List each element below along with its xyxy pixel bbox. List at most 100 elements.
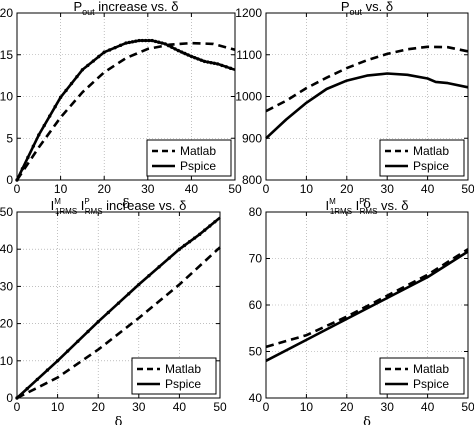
title-subscript: 1RMS xyxy=(330,207,352,216)
x-tick-label: 50 xyxy=(461,400,474,414)
data-point xyxy=(202,59,207,64)
title-text: I xyxy=(77,198,84,213)
data-point xyxy=(137,38,141,43)
legend-label-pspice: Pspice xyxy=(180,159,216,173)
data-point xyxy=(97,54,101,59)
y-tick-label: 40 xyxy=(249,391,263,405)
axes-box xyxy=(16,211,221,399)
x-axis-label: δ xyxy=(363,197,371,212)
y-tick-label: 60 xyxy=(249,298,263,312)
title-text: I xyxy=(51,198,55,213)
y-tick-label: 50 xyxy=(0,205,13,219)
legend-box xyxy=(131,357,217,395)
data-point xyxy=(167,256,171,260)
data-point xyxy=(220,63,224,68)
legend-box xyxy=(146,139,232,177)
x-tick-label: 20 xyxy=(98,182,112,196)
x-tick-label: 20 xyxy=(340,182,354,196)
x-tick-label: 10 xyxy=(300,400,314,414)
title-subscript: RMS xyxy=(360,207,378,216)
data-point xyxy=(35,377,39,382)
x-tick-label: 30 xyxy=(141,182,155,196)
data-point xyxy=(102,50,106,54)
data-point xyxy=(130,40,135,44)
series-line-matlab xyxy=(15,41,236,181)
data-point xyxy=(213,220,217,224)
data-point xyxy=(208,224,212,228)
data-point xyxy=(189,54,194,59)
title-text: vs. δ xyxy=(377,198,408,213)
data-point xyxy=(86,329,90,334)
data-point xyxy=(183,51,187,56)
data-point xyxy=(199,58,203,62)
x-axis-label: δ xyxy=(115,415,123,425)
x-tick-label: 30 xyxy=(381,400,395,414)
x-tick-label: 40 xyxy=(185,182,199,196)
y-tick-label: 80 xyxy=(249,205,263,219)
y-tick-label: 800 xyxy=(242,173,262,187)
title-text: I xyxy=(326,198,330,213)
data-point xyxy=(137,282,141,287)
data-point xyxy=(69,81,74,86)
y-tick-label: 1200 xyxy=(235,6,262,20)
data-point xyxy=(91,59,96,63)
data-point xyxy=(31,144,36,148)
data-point xyxy=(206,60,210,64)
data-point xyxy=(198,232,202,237)
data-point xyxy=(170,45,174,49)
legend-label-matlab: Matlab xyxy=(180,144,216,158)
data-point xyxy=(55,359,60,363)
x-tick-label: 10 xyxy=(54,182,68,196)
data-point xyxy=(157,40,161,44)
data-point xyxy=(64,88,68,93)
chart-title: Pout increase vs. δ xyxy=(73,0,178,17)
data-point xyxy=(196,57,200,61)
x-tick-label: 20 xyxy=(340,400,354,414)
series-line-matlab xyxy=(16,246,221,400)
y-tick-label: 1100 xyxy=(236,48,262,62)
x-tick-label: 0 xyxy=(263,182,270,196)
data-point xyxy=(107,48,112,52)
data-point xyxy=(118,43,123,48)
y-tick-label: 20 xyxy=(0,6,13,20)
chart-title: IM 1RMS IP RMS increase vs. δ xyxy=(51,197,187,216)
title-superscript: P xyxy=(359,197,364,206)
data-point xyxy=(75,74,79,79)
x-tick-label: 10 xyxy=(51,400,65,414)
legend-box xyxy=(379,357,465,395)
title-superscript: M xyxy=(54,197,61,206)
data-point xyxy=(166,43,171,48)
data-point xyxy=(66,349,70,353)
data-point xyxy=(86,63,90,68)
data-point xyxy=(215,62,220,66)
data-point xyxy=(113,45,117,50)
chart-title: IM 1RMS IP RMS vs. δ xyxy=(326,197,409,216)
data-point xyxy=(53,105,57,109)
title-superscript: M xyxy=(329,197,336,206)
data-point xyxy=(176,48,181,53)
data-point xyxy=(124,41,128,45)
title-text: I xyxy=(352,198,359,213)
x-tick-label: 30 xyxy=(381,182,395,196)
series-line-matlab xyxy=(265,248,469,349)
data-point xyxy=(173,47,177,51)
x-tick-label: 30 xyxy=(132,400,146,414)
legend-label-pspice: Pspice xyxy=(165,377,201,391)
y-tick-label: 20 xyxy=(0,317,13,331)
x-tick-label: 40 xyxy=(421,182,435,196)
x-tick-label: 0 xyxy=(263,400,270,414)
data-point xyxy=(126,292,131,296)
legend-label-matlab: Matlab xyxy=(413,144,449,158)
data-point xyxy=(42,123,46,128)
legend-label-matlab: Matlab xyxy=(413,362,449,376)
data-point xyxy=(153,39,158,44)
chart-panel-1: 0 10 20 30 40 50 0 5 10 15 20 δ Pout increase vs. δ M… xyxy=(0,0,242,212)
title-subscript: out xyxy=(350,7,363,17)
title-subscript: out xyxy=(82,7,95,17)
data-point xyxy=(80,68,85,72)
